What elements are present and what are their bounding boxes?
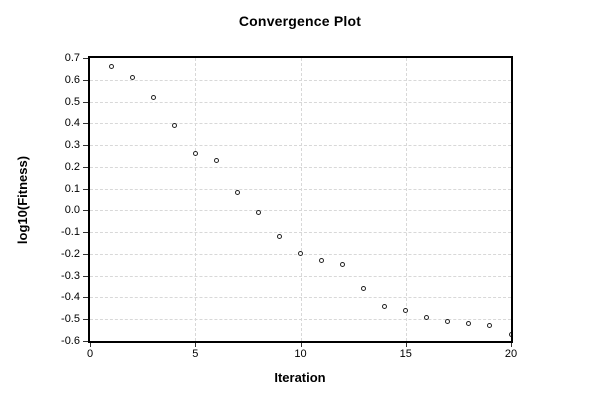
y-tick-mark <box>83 58 88 59</box>
data-point <box>129 75 135 81</box>
y-axis-label: log10(Fitness) <box>15 155 30 245</box>
data-point <box>108 64 114 70</box>
data-point <box>171 122 177 128</box>
y-tick-mark <box>83 253 88 255</box>
y-tick-mark <box>83 341 88 342</box>
v-gridline <box>195 58 197 341</box>
x-tick-mark <box>195 343 197 347</box>
data-point <box>445 318 451 324</box>
y-tick-mark <box>83 210 88 212</box>
x-tick-mark <box>90 343 91 347</box>
y-tick-label: -0.6 <box>61 335 80 347</box>
y-tick-label: 0.7 <box>64 52 80 64</box>
y-tick-label: 0.4 <box>64 117 80 130</box>
data-point <box>234 190 240 196</box>
data-point <box>382 303 388 309</box>
v-gridline <box>300 58 302 341</box>
x-tick-label: 0 <box>86 348 94 360</box>
x-tick-mark <box>300 343 302 347</box>
x-tick-label: 20 <box>504 348 518 360</box>
data-point <box>487 323 493 329</box>
y-tick-label: 0.0 <box>64 204 80 217</box>
y-tick-mark <box>83 232 88 234</box>
data-point <box>361 286 367 292</box>
y-tick-label: 0.3 <box>64 139 80 152</box>
y-tick-label: -0.4 <box>61 291 80 304</box>
data-point <box>319 257 325 263</box>
data-point <box>276 234 282 239</box>
x-tick-mark <box>511 343 512 347</box>
plot-area <box>88 56 513 343</box>
y-tick-mark <box>83 123 88 125</box>
data-point <box>340 262 346 268</box>
data-point <box>298 251 303 257</box>
x-tick-label: 5 <box>192 348 199 360</box>
y-tick-label: 0.6 <box>64 73 80 86</box>
y-tick-label: -0.5 <box>61 313 80 326</box>
x-tick-mark <box>405 343 407 347</box>
data-point <box>466 321 472 327</box>
y-tick-label: 0.2 <box>64 160 80 173</box>
data-point <box>150 94 156 100</box>
data-point <box>508 331 511 337</box>
y-tick-mark <box>83 275 88 277</box>
chart-title: Convergence Plot <box>238 13 362 29</box>
y-tick-label: -0.1 <box>61 226 80 239</box>
data-point <box>213 157 219 163</box>
data-point <box>192 151 198 157</box>
y-tick-mark <box>83 188 88 190</box>
data-point <box>403 308 409 314</box>
y-tick-label: 0.5 <box>64 95 80 108</box>
y-tick-mark <box>83 319 88 321</box>
v-gridline <box>405 58 407 341</box>
y-tick-label: -0.3 <box>61 269 80 282</box>
x-tick-label: 10 <box>294 348 307 360</box>
x-tick-label: 15 <box>399 348 412 360</box>
data-point <box>424 314 430 320</box>
data-point <box>255 210 261 216</box>
y-tick-mark <box>83 79 88 81</box>
x-axis-label: Iteration <box>274 370 326 385</box>
y-tick-mark <box>83 101 88 103</box>
y-tick-mark <box>83 145 88 147</box>
y-tick-label: -0.2 <box>61 247 80 260</box>
y-tick-label: 0.1 <box>64 182 80 195</box>
y-tick-mark <box>83 166 88 168</box>
y-tick-mark <box>83 297 88 299</box>
